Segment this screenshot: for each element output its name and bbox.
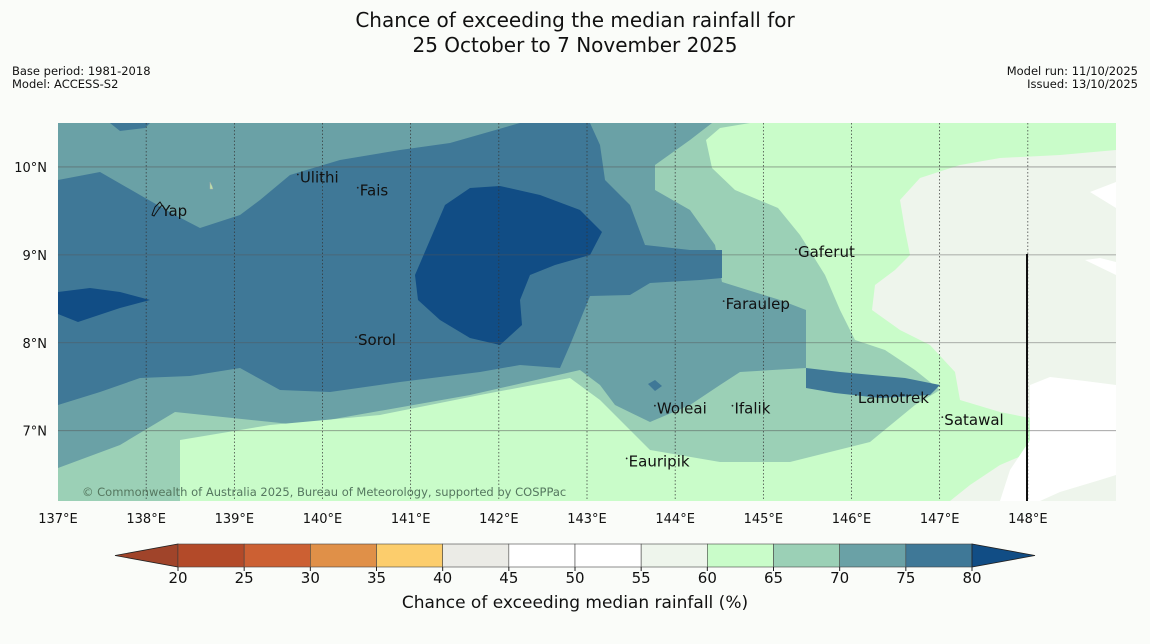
colorbar-segment <box>442 543 510 568</box>
colorbar-segment <box>376 543 443 568</box>
colorbar-segment <box>508 543 576 568</box>
contour-60-65 <box>180 123 1116 501</box>
place-marker <box>722 300 725 302</box>
lon-tick-label: 138°E <box>126 512 166 527</box>
lat-tick-label: 8°N <box>23 337 48 352</box>
lon-tick-label: 142°E <box>479 512 519 527</box>
base-period: Base period: 1981-2018 <box>12 64 151 78</box>
contour-50-55 <box>1090 182 1116 208</box>
contour-over-80 <box>58 288 150 322</box>
colorbar-tick-label: 65 <box>764 569 783 587</box>
place-label-satawal: Satawal <box>944 411 1003 429</box>
colorbar-segment <box>574 543 642 568</box>
contour-50-55 <box>1000 377 1116 501</box>
lon-tick-label: 139°E <box>215 512 255 527</box>
lat-tick-label: 7°N <box>23 425 48 440</box>
map-title: Chance of exceeding the median rainfall … <box>0 8 1150 58</box>
place-label-yap: Yap <box>160 202 187 220</box>
place-label-lamotrek: Lamotrek <box>858 389 929 407</box>
colorbar-segment <box>310 543 377 568</box>
meta-left: Base period: 1981-2018 Model: ACCESS-S2 <box>12 65 151 91</box>
place-label-eauripik: Eauripik <box>629 452 690 470</box>
place-marker <box>855 394 857 397</box>
place-label-faraulep: Faraulep <box>726 295 790 313</box>
place-marker <box>795 248 797 251</box>
lon-tick-label: 141°E <box>391 512 431 527</box>
axis-ticks: 137°E 138°E 139°E 140°E 141°E 142°E 143°E 144°E… <box>14 161 1047 527</box>
place-label-woleai: Woleai <box>657 400 707 418</box>
place-label-ulithi: Ulithi <box>300 169 339 187</box>
colorbar-label: Chance of exceeding median rainfall (%) <box>401 593 749 613</box>
contour-75-80 <box>648 380 662 391</box>
colorbar-segment <box>839 543 907 568</box>
place-label-sorol: Sorol <box>358 331 396 349</box>
contour-75-80 <box>806 368 940 398</box>
place-marker <box>941 416 944 419</box>
place-label-ifalik: Ifalik <box>734 400 770 418</box>
colorbar-tick-label: 80 <box>962 569 981 587</box>
colorbar-segment <box>773 543 840 568</box>
colorbar-tick-label: 45 <box>499 569 518 587</box>
place-marker <box>355 336 357 339</box>
colorbar-tick-label: 50 <box>565 569 584 587</box>
model-run: Model run: 11/10/2025 <box>1006 64 1138 78</box>
colorbar-tick-label: 25 <box>235 569 254 587</box>
place-marker <box>625 457 628 460</box>
colorbar-tick-label: 60 <box>698 569 717 587</box>
contour-75-80 <box>58 123 722 405</box>
lat-tick-label: 9°N <box>23 249 48 264</box>
place-marker <box>653 404 656 407</box>
place-label-fais: Fais <box>360 182 389 200</box>
lat-tick-label: 10°N <box>14 161 47 176</box>
meta-right: Model run: 11/10/2025 Issued: 13/10/2025 <box>1007 65 1138 91</box>
lon-tick-label: 137°E <box>38 512 78 527</box>
colorbar-segment <box>707 543 774 568</box>
colorbar-segment <box>243 543 311 568</box>
colorbar-over-arrow <box>971 543 1036 568</box>
lon-tick-label: 144°E <box>655 512 695 527</box>
issued-date: Issued: 13/10/2025 <box>1027 77 1138 91</box>
colorbar-tick-label: 75 <box>896 569 915 587</box>
contour-50-55 <box>1085 258 1116 275</box>
lon-tick-label: 145°E <box>744 512 784 527</box>
lon-tick-label: 148°E <box>1008 512 1048 527</box>
place-marker <box>296 173 299 176</box>
place-labels: Yap Ulithi Fais Sorol Gaferut Faraulep Woleai I… <box>158 169 1004 470</box>
colorbar-tick-label: 55 <box>632 569 651 587</box>
place-marker <box>356 186 359 189</box>
colorbar-tick-label: 35 <box>367 569 386 587</box>
colorbar-segment <box>177 543 245 568</box>
colorbar-tick-label: 70 <box>830 569 849 587</box>
colorbar-tick-label: 20 <box>168 569 187 587</box>
place-label-gaferut: Gaferut <box>798 243 855 261</box>
colorbar-under-arrow <box>114 543 179 568</box>
model-name: Model: ACCESS-S2 <box>12 77 119 91</box>
colorbar-tick-label: 40 <box>433 569 452 587</box>
attribution: © Commonwealth of Australia 2025, Bureau… <box>82 485 566 499</box>
ngulu-island <box>209 181 214 190</box>
colorbar-segment <box>905 543 973 568</box>
lon-tick-label: 147°E <box>920 512 960 527</box>
colorbar-tick-label: 30 <box>301 569 320 587</box>
place-marker <box>158 207 161 209</box>
place-marker <box>731 404 734 407</box>
title-line-1: Chance of exceeding the median rainfall … <box>355 8 795 32</box>
colorbar-segment <box>640 543 708 568</box>
lon-tick-label: 140°E <box>303 512 343 527</box>
lon-tick-label: 143°E <box>567 512 607 527</box>
yap-island-outline <box>151 201 163 217</box>
graticule <box>58 123 1116 501</box>
contour-over-80 <box>415 186 602 345</box>
title-line-2: 25 October to 7 November 2025 <box>412 33 738 57</box>
colorbar: 20 25 30 35 40 45 50 55 60 65 70 75 80 <box>114 543 1036 587</box>
lon-tick-label: 146°E <box>832 512 872 527</box>
contour-75-80 <box>110 123 150 131</box>
